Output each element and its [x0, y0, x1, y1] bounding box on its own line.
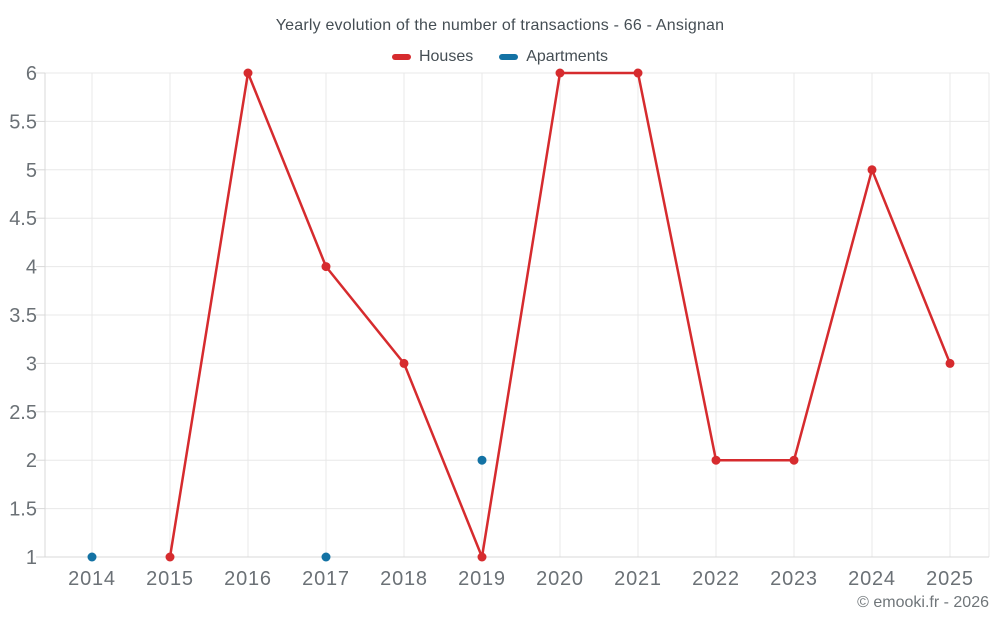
apartments-data-point[interactable] — [87, 552, 97, 562]
houses-data-point[interactable] — [165, 552, 175, 562]
y-tick-label: 2.5 — [9, 402, 37, 424]
y-tick-label: 1.5 — [9, 499, 37, 521]
houses-data-point[interactable] — [243, 68, 253, 78]
houses-data-point[interactable] — [711, 455, 721, 465]
x-tick-label: 2025 — [926, 568, 974, 590]
x-tick-label: 2024 — [848, 568, 896, 590]
houses-data-point[interactable] — [867, 165, 877, 175]
x-tick-label: 2015 — [146, 568, 194, 590]
y-tick-label: 1 — [26, 547, 37, 569]
y-tick-label: 3.5 — [9, 305, 37, 327]
x-tick-label: 2014 — [68, 568, 116, 590]
houses-data-point[interactable] — [789, 455, 799, 465]
legend-item-houses[interactable]: Houses — [391, 48, 474, 66]
x-tick-label: 2023 — [770, 568, 818, 590]
houses-data-point[interactable] — [321, 262, 331, 272]
houses-series-label: Houses — [418, 48, 474, 65]
houses-series-swatch — [391, 54, 411, 60]
houses-data-point[interactable] — [399, 358, 409, 368]
x-tick-label: 2022 — [692, 568, 740, 590]
x-tick-label: 2020 — [536, 568, 584, 590]
houses-data-point[interactable] — [477, 552, 487, 562]
copyright-attribution: © emooki.fr - 2026 — [857, 594, 989, 611]
houses-data-point[interactable] — [555, 68, 565, 78]
houses-data-point[interactable] — [633, 68, 643, 78]
apartments-series-swatch — [499, 54, 519, 60]
y-tick-label: 3 — [26, 353, 37, 375]
y-tick-label: 2 — [26, 450, 37, 472]
y-tick-label: 5 — [26, 160, 37, 182]
y-tick-label: 5.5 — [9, 111, 37, 133]
x-tick-label: 2021 — [614, 568, 662, 590]
chart-legend: Houses Apartments — [0, 48, 1000, 66]
x-tick-label: 2017 — [302, 568, 350, 590]
y-tick-label: 6 — [26, 63, 37, 85]
x-tick-label: 2019 — [458, 568, 506, 590]
legend-item-apartments[interactable]: Apartments — [499, 48, 608, 66]
apartments-series-label: Apartments — [526, 48, 609, 65]
houses-data-point[interactable] — [945, 358, 955, 368]
y-tick-label: 4.5 — [9, 208, 37, 230]
chart-title: Yearly evolution of the number of transa… — [275, 17, 725, 34]
apartments-data-point[interactable] — [477, 455, 487, 465]
y-tick-label: 4 — [26, 257, 37, 279]
apartments-data-point[interactable] — [321, 552, 331, 562]
x-tick-label: 2016 — [224, 568, 272, 590]
x-tick-label: 2018 — [380, 568, 428, 590]
